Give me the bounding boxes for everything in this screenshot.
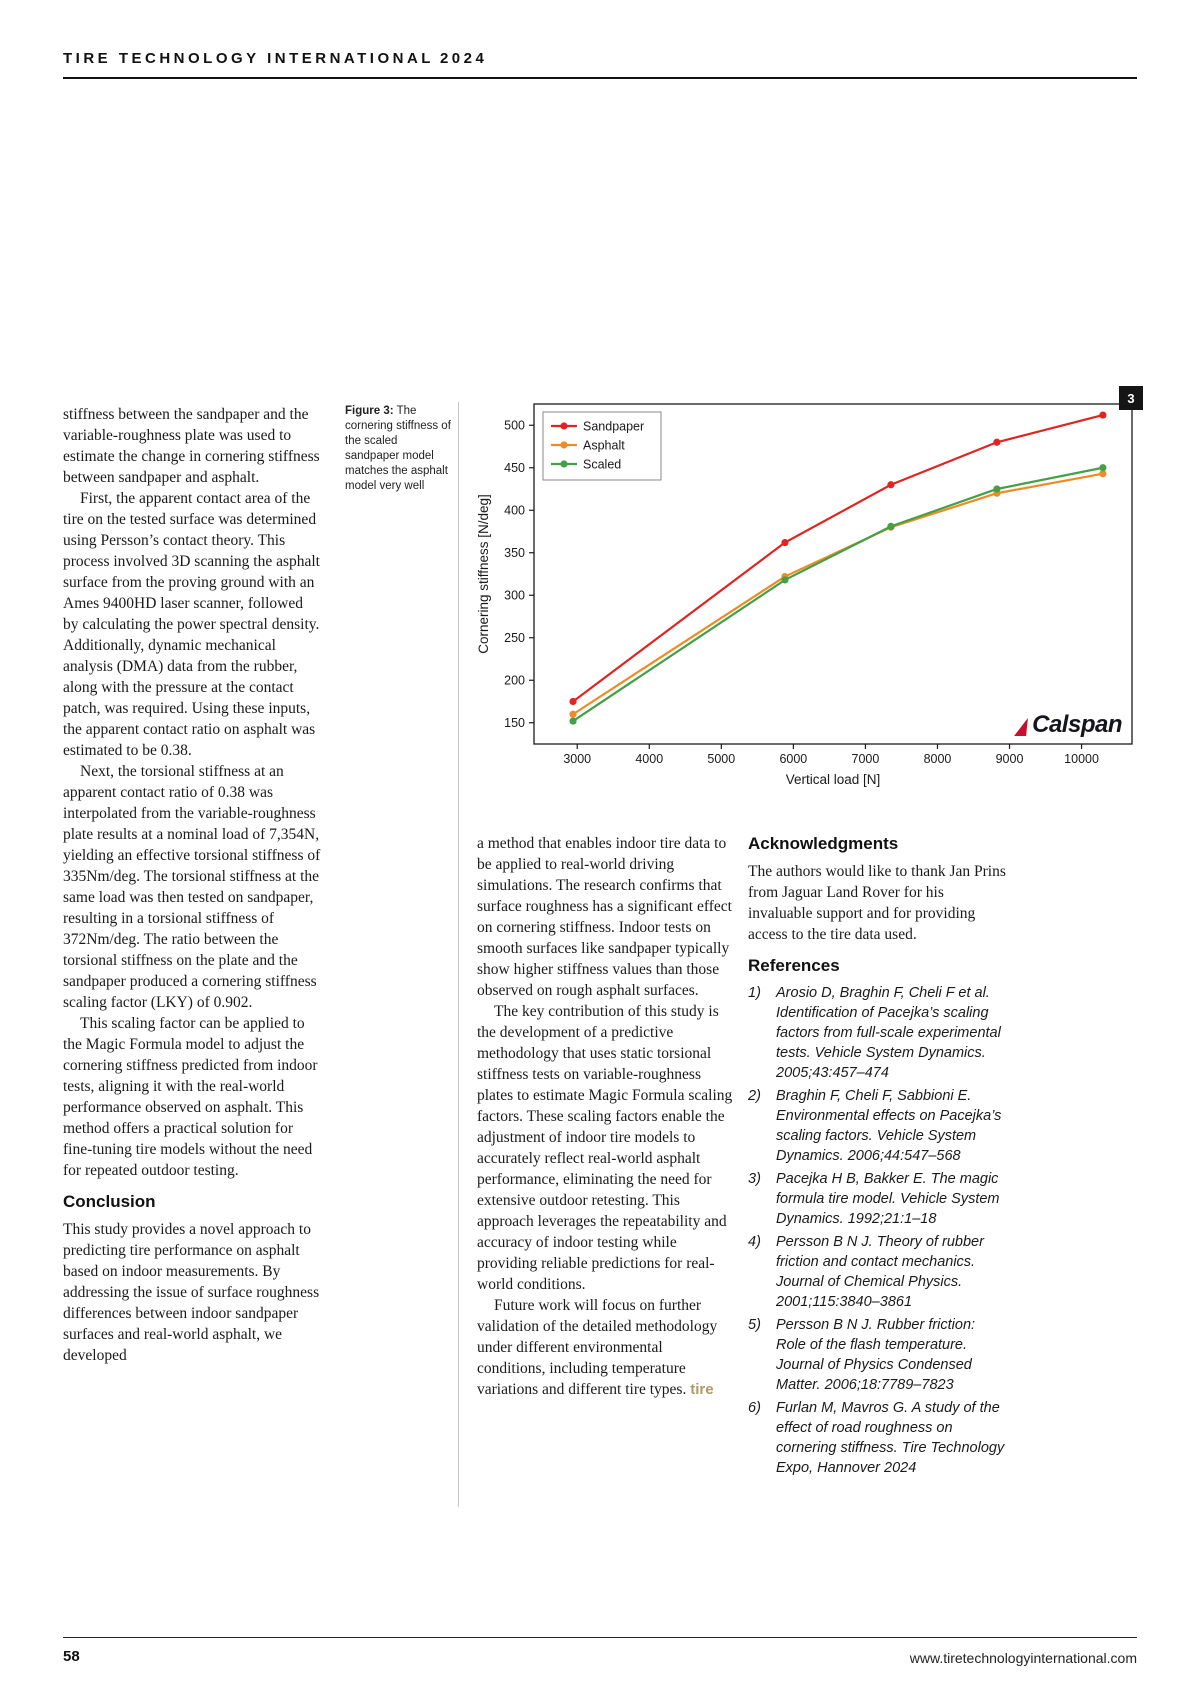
svg-text:4000: 4000 xyxy=(635,752,663,766)
acknowledgments-text: The authors would like to thank Jan Prin… xyxy=(748,863,1006,943)
calspan-logo: Calspan xyxy=(1014,711,1122,739)
paragraph: Next, the torsional stiffness at an appa… xyxy=(63,763,321,1011)
reference-text: Persson B N J. Theory of rubber friction… xyxy=(776,1234,984,1310)
svg-text:Cornering stiffness [N/deg]: Cornering stiffness [N/deg] xyxy=(476,494,491,654)
page-header: TIRE TECHNOLOGY INTERNATIONAL 2024 xyxy=(63,50,487,67)
tire-endmark: tire xyxy=(690,1381,714,1398)
reference-text: Furlan M, Mavros G. A study of the effec… xyxy=(776,1400,1005,1476)
reference-item: 5) Persson B N J. Rubber friction: Role … xyxy=(748,1315,1006,1395)
reference-item: 3) Pacejka H B, Bakker E. The magic form… xyxy=(748,1169,1006,1229)
svg-text:Vertical load [N]: Vertical load [N] xyxy=(786,772,881,787)
figure-caption-text: The cornering stiffness of the scaled sa… xyxy=(345,405,451,492)
svg-text:200: 200 xyxy=(504,673,525,687)
figure-number-badge: 3 xyxy=(1119,386,1143,410)
paragraph: First, the apparent contact area of the … xyxy=(63,490,320,759)
svg-text:10000: 10000 xyxy=(1064,752,1099,766)
paragraph: a method that enables indoor tire data t… xyxy=(477,835,732,999)
svg-text:Scaled: Scaled xyxy=(583,458,621,472)
paragraph: The key contribution of this study is th… xyxy=(477,1003,733,1293)
cornering-stiffness-chart: 150 200 250 300 350 400 450 500 3000 4000 5000 6000… xyxy=(476,403,1133,787)
reference-text: Arosio D, Braghin F, Cheli F et al. Iden… xyxy=(776,985,1001,1081)
magazine-year: 2024 xyxy=(439,50,488,67)
reference-number: 1) xyxy=(748,985,761,1001)
paragraph-text: Future work will focus on further valida… xyxy=(477,1297,718,1398)
svg-text:300: 300 xyxy=(504,588,525,602)
references-heading: References xyxy=(748,956,840,975)
reference-number: 2) xyxy=(748,1088,761,1104)
calspan-arrow-icon xyxy=(1014,718,1033,736)
reference-text: Pacejka H B, Bakker E. The magic formula… xyxy=(776,1171,1000,1227)
reference-number: 4) xyxy=(748,1234,761,1250)
header-rule xyxy=(63,77,1137,79)
svg-text:6000: 6000 xyxy=(779,752,807,766)
svg-text:450: 450 xyxy=(504,461,525,475)
reference-item: 2) Braghin F, Cheli F, Sabbioni E. Envir… xyxy=(748,1086,1006,1166)
svg-text:9000: 9000 xyxy=(996,752,1024,766)
footer-rule xyxy=(63,1637,1137,1638)
footer-url: www.tiretechnologyinternational.com xyxy=(909,1650,1137,1666)
reference-number: 3) xyxy=(748,1171,761,1187)
svg-text:7000: 7000 xyxy=(852,752,880,766)
svg-text:Asphalt: Asphalt xyxy=(583,439,625,453)
reference-number: 5) xyxy=(748,1317,761,1333)
right-column: Acknowledgments The authors would like t… xyxy=(748,833,1006,1481)
svg-text:5000: 5000 xyxy=(707,752,735,766)
reference-text: Braghin F, Cheli F, Sabbioni E. Environm… xyxy=(776,1088,1002,1164)
reference-text: Persson B N J. Rubber friction: Role of … xyxy=(776,1317,976,1393)
acknowledgments-heading: Acknowledgments xyxy=(748,834,899,853)
paragraph: This scaling factor can be applied to th… xyxy=(63,1015,318,1179)
reference-item: 4) Persson B N J. Theory of rubber frict… xyxy=(748,1232,1006,1312)
figure-label: Figure 3: xyxy=(345,405,394,417)
svg-text:3000: 3000 xyxy=(563,752,591,766)
svg-text:350: 350 xyxy=(504,546,525,560)
column-divider xyxy=(458,402,459,1507)
middle-column: a method that enables indoor tire data t… xyxy=(477,833,733,1400)
svg-text:150: 150 xyxy=(504,716,525,730)
svg-text:250: 250 xyxy=(504,631,525,645)
reference-item: 1) Arosio D, Braghin F, Cheli F et al. I… xyxy=(748,983,1006,1083)
svg-text:Sandpaper: Sandpaper xyxy=(583,420,644,434)
paragraph: Future work will focus on further valida… xyxy=(477,1295,733,1400)
svg-text:500: 500 xyxy=(504,418,525,432)
calspan-wordmark: Calspan xyxy=(1032,711,1122,738)
paragraph: stiffness between the sandpaper and the … xyxy=(63,406,320,486)
magazine-title: TIRE TECHNOLOGY INTERNATIONAL xyxy=(63,50,434,67)
paragraph: This study provides a novel approach to … xyxy=(63,1221,320,1364)
figure-3-chart: 150 200 250 300 350 400 450 500 3000 4000 5000 6000… xyxy=(472,386,1138,801)
left-column: stiffness between the sandpaper and the … xyxy=(63,404,321,1366)
page-number: 58 xyxy=(63,1648,80,1665)
svg-text:8000: 8000 xyxy=(924,752,952,766)
reference-number: 6) xyxy=(748,1400,761,1416)
svg-text:400: 400 xyxy=(504,503,525,517)
figure-caption: Figure 3: The cornering stiffness of the … xyxy=(345,404,451,494)
reference-item: 6) Furlan M, Mavros G. A study of the ef… xyxy=(748,1398,1006,1478)
conclusion-heading: Conclusion xyxy=(63,1192,156,1211)
